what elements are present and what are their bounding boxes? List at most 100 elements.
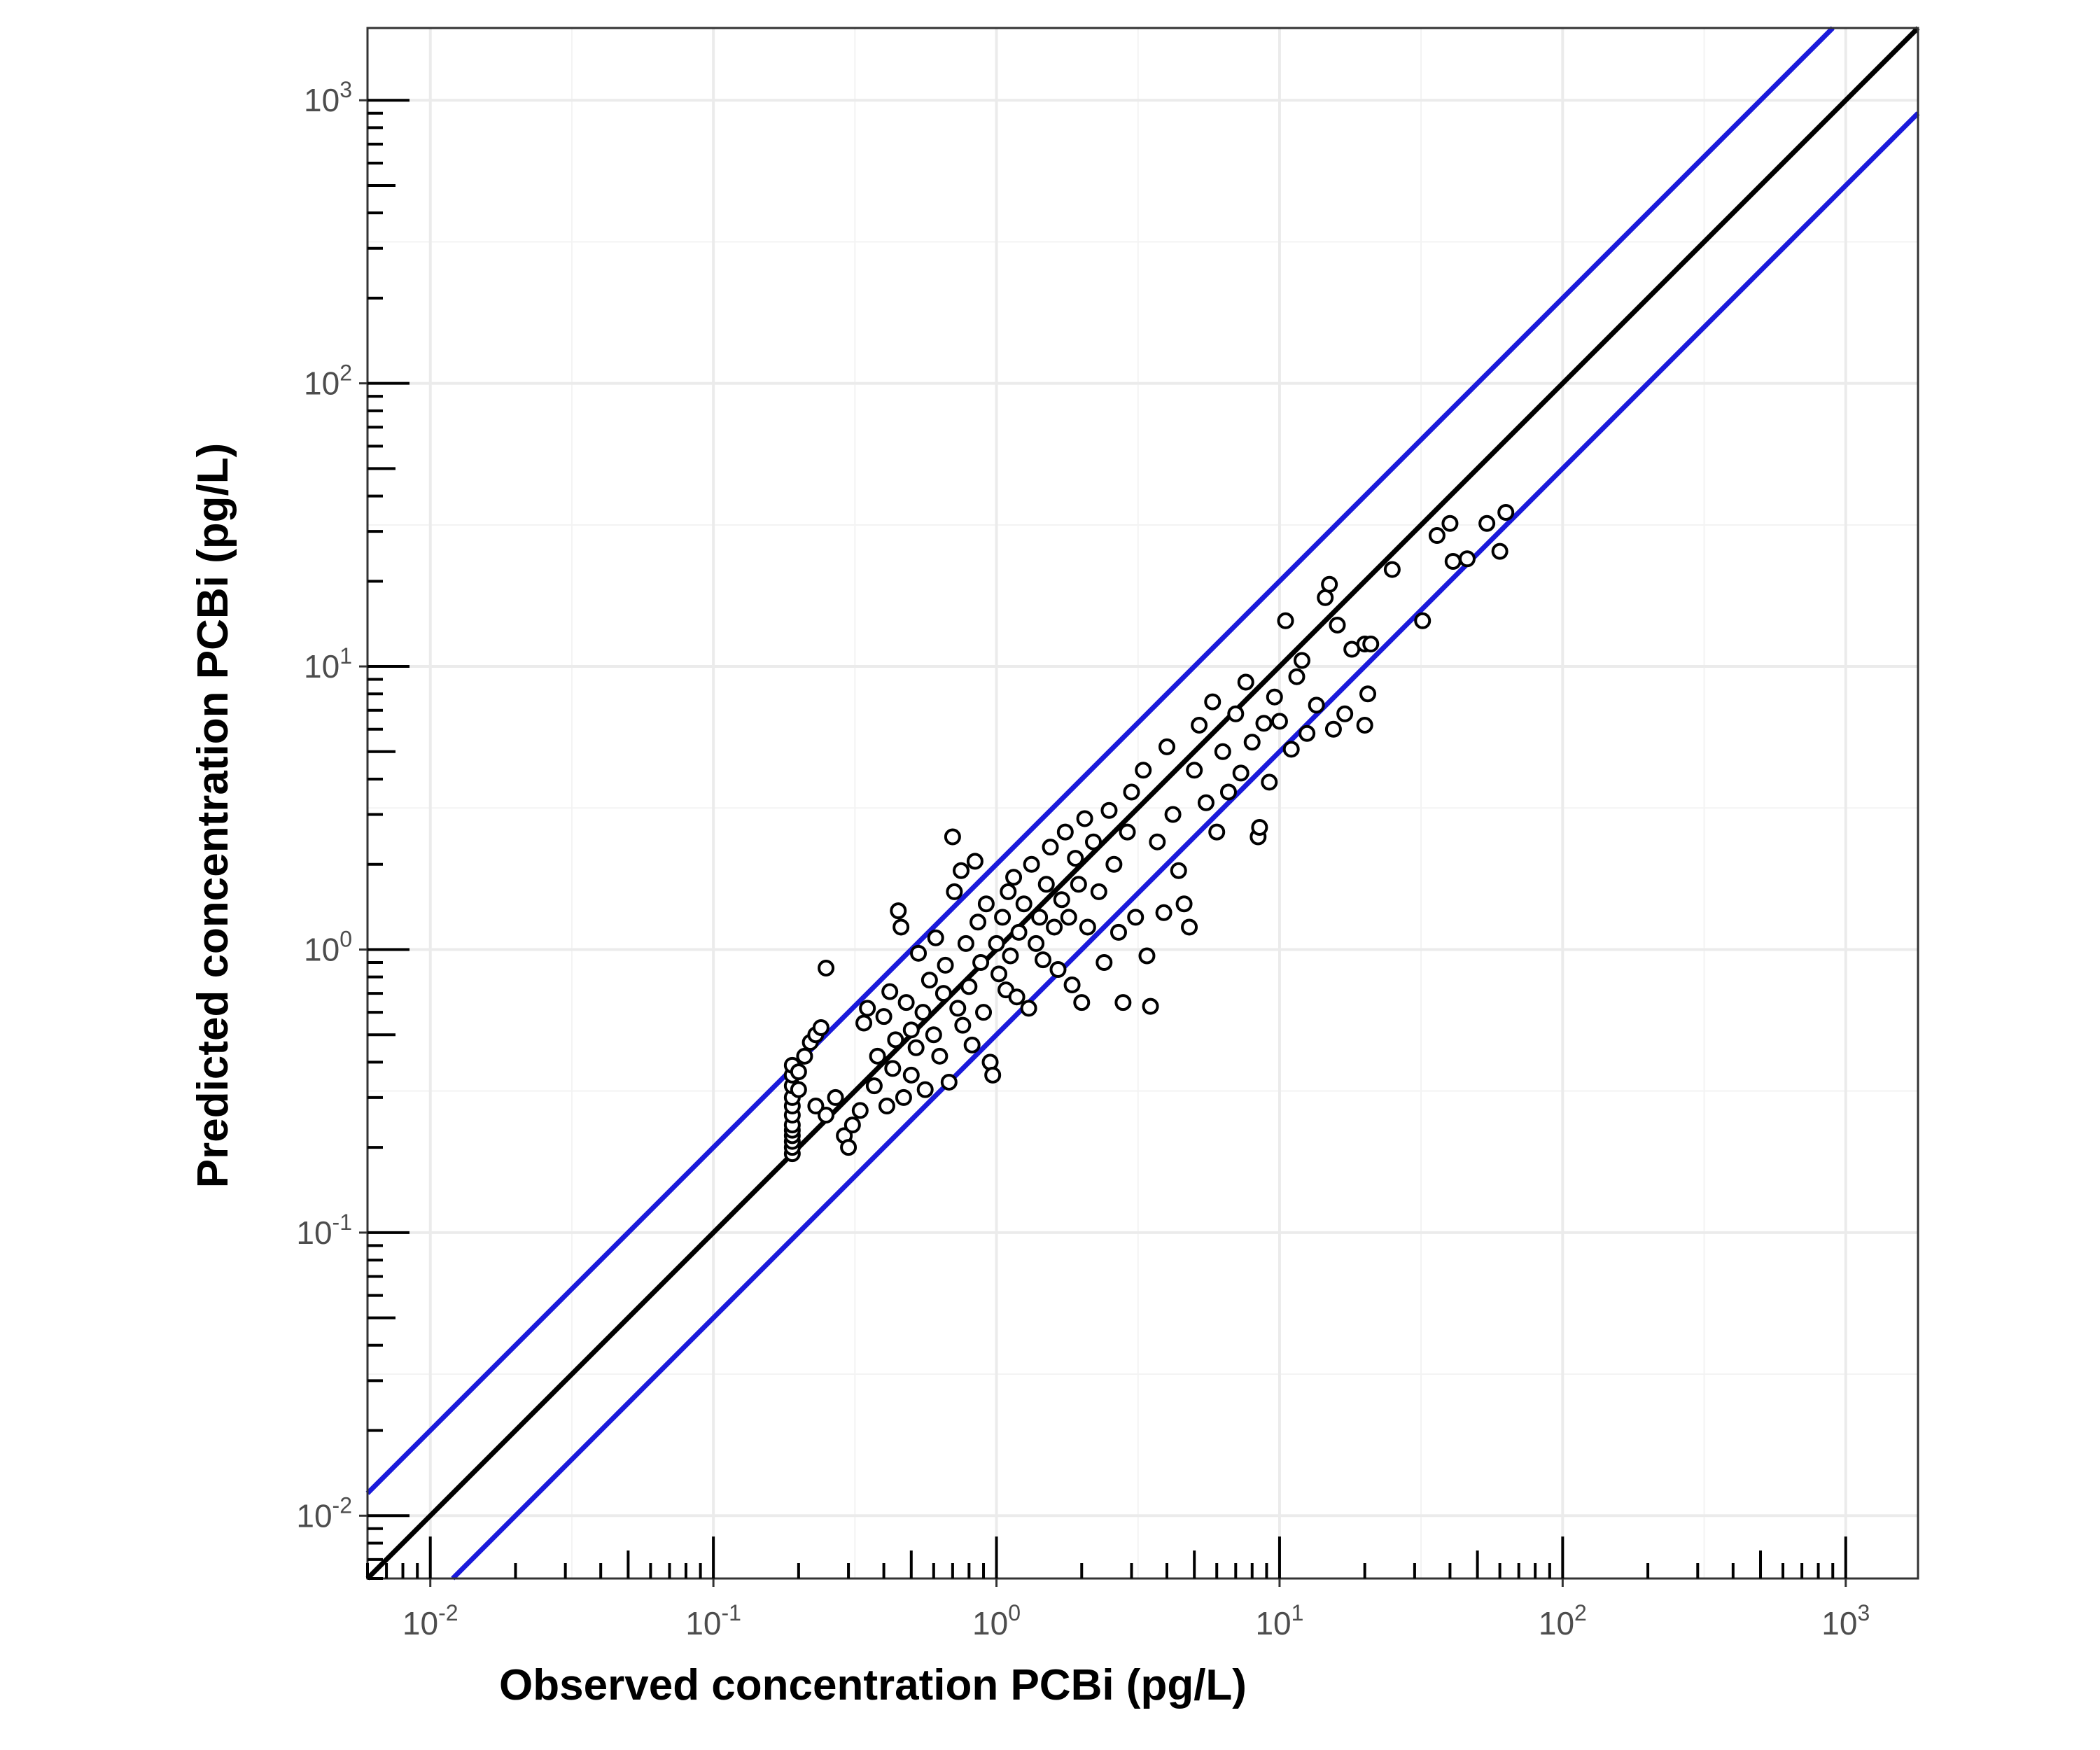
data-point	[934, 985, 952, 1002]
data-point	[1105, 855, 1123, 873]
data-point	[1090, 883, 1107, 900]
data-point	[990, 965, 1008, 983]
data-point	[1127, 909, 1144, 926]
x-tick-label: 10-1	[685, 1600, 741, 1642]
data-point	[1186, 762, 1203, 779]
data-point	[984, 1066, 1002, 1084]
data-point	[994, 909, 1011, 926]
data-point	[812, 1018, 830, 1036]
data-point	[957, 934, 974, 952]
data-point	[1175, 895, 1193, 913]
data-point	[1067, 850, 1084, 867]
data-point	[975, 1004, 993, 1021]
data-point	[1261, 774, 1278, 791]
data-point	[1063, 976, 1081, 993]
data-point	[818, 1107, 835, 1124]
x-tick-label: 102	[1539, 1600, 1587, 1642]
data-point	[1428, 527, 1446, 545]
data-point	[1255, 715, 1273, 732]
data-point	[1096, 953, 1113, 971]
data-point	[1123, 783, 1140, 801]
y-axis-tick-labels: 10-2 10-1 100 101 102 103	[296, 77, 352, 1534]
data-point	[1110, 923, 1127, 941]
data-point	[1031, 909, 1049, 926]
data-point	[1037, 876, 1055, 893]
data-point	[878, 1098, 895, 1115]
data-point	[1282, 741, 1300, 758]
data-point	[1298, 724, 1316, 742]
data-point	[887, 1031, 904, 1049]
data-point	[859, 1000, 876, 1017]
data-point	[1444, 552, 1462, 570]
data-point	[1414, 612, 1432, 629]
data-point	[790, 1081, 807, 1098]
data-points	[783, 504, 1515, 1163]
data-point	[1383, 561, 1401, 578]
data-point	[1005, 869, 1023, 886]
x-tick-label: 101	[1255, 1600, 1303, 1642]
data-point	[1478, 514, 1496, 532]
y-tick-label: 10-2	[296, 1492, 352, 1534]
data-point	[1158, 738, 1176, 755]
data-point	[907, 1039, 925, 1056]
data-point	[925, 1026, 942, 1044]
minor-gridlines	[368, 28, 1918, 1578]
data-point	[1277, 612, 1294, 629]
data-point	[902, 1066, 920, 1084]
data-point	[890, 902, 907, 920]
data-point	[1114, 994, 1132, 1011]
data-point	[790, 1063, 807, 1081]
data-point	[1197, 794, 1214, 811]
data-point	[855, 1014, 873, 1032]
data-point	[1317, 589, 1334, 606]
data-point	[1232, 764, 1250, 782]
y-tick-label: 100	[304, 926, 352, 967]
data-point	[1308, 696, 1325, 714]
data-point	[1288, 668, 1306, 685]
plot-panel-border	[366, 27, 1919, 1580]
data-point	[1491, 542, 1508, 560]
data-point	[1219, 783, 1237, 801]
data-point	[920, 972, 938, 989]
data-point	[927, 929, 944, 946]
data-point	[1441, 514, 1459, 532]
data-point	[1073, 994, 1091, 1011]
data-point	[1251, 819, 1268, 836]
data-point	[875, 1008, 892, 1026]
x-tick-label: 100	[972, 1600, 1021, 1642]
data-point	[1042, 839, 1059, 856]
data-point	[1266, 688, 1283, 706]
data-point	[1008, 988, 1026, 1006]
data-point	[1324, 720, 1342, 738]
y-tick-label: 101	[304, 643, 352, 685]
one-to-one-line	[365, 26, 1920, 1581]
data-point	[1010, 923, 1028, 941]
y-axis-ticks	[359, 99, 410, 1580]
data-point	[1023, 855, 1040, 873]
y-tick-label: 102	[304, 360, 352, 402]
data-point	[1208, 823, 1226, 841]
data-point	[1356, 717, 1373, 734]
x-axis-tick-labels: 10-2 10-1 100 101 102 103	[402, 1600, 1870, 1642]
data-point	[1181, 918, 1198, 936]
data-point	[892, 918, 910, 936]
y-tick-label: 10-1	[296, 1210, 352, 1251]
data-point	[1060, 909, 1077, 926]
data-point	[988, 934, 1005, 952]
data-point	[1243, 734, 1261, 751]
data-point	[1164, 806, 1182, 823]
data-point	[969, 913, 987, 931]
y-tick-label: 103	[304, 77, 352, 118]
data-point	[1142, 997, 1159, 1015]
data-point	[1015, 895, 1032, 913]
data-point	[1046, 918, 1063, 936]
data-point	[818, 959, 835, 976]
data-point	[1362, 636, 1380, 653]
data-point	[884, 1060, 902, 1077]
data-point	[1000, 883, 1017, 900]
data-point	[902, 1021, 920, 1039]
data-point	[1214, 743, 1231, 760]
data-point	[949, 1000, 967, 1017]
data-point	[1053, 891, 1070, 909]
